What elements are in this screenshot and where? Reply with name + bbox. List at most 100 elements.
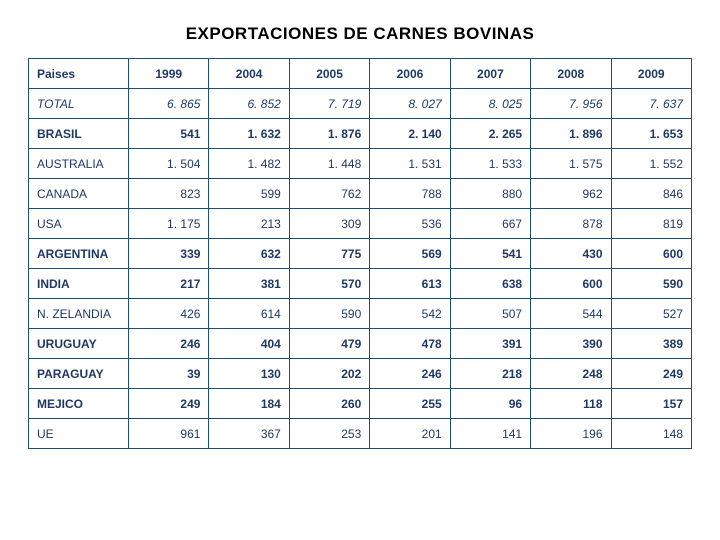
cell-value: 962: [531, 179, 611, 209]
cell-value: 1. 482: [209, 149, 289, 179]
cell-value: 541: [129, 119, 209, 149]
table-row: PARAGUAY39130202246218248249: [29, 359, 692, 389]
table-row: N. ZELANDIA426614590542507544527: [29, 299, 692, 329]
cell-value: 569: [370, 239, 450, 269]
cell-value: 213: [209, 209, 289, 239]
cell-value: 846: [611, 179, 691, 209]
cell-value: 961: [129, 419, 209, 449]
cell-value: 880: [450, 179, 530, 209]
cell-value: 507: [450, 299, 530, 329]
cell-value: 8. 025: [450, 89, 530, 119]
cell-value: 638: [450, 269, 530, 299]
cell-value: 255: [370, 389, 450, 419]
table-row: INDIA217381570613638600590: [29, 269, 692, 299]
table-row: CANADA823599762788880962846: [29, 179, 692, 209]
cell-value: 367: [209, 419, 289, 449]
cell-value: 8. 027: [370, 89, 450, 119]
col-header-year: 2006: [370, 59, 450, 89]
row-label: CANADA: [29, 179, 129, 209]
cell-value: 253: [289, 419, 369, 449]
col-header-year: 1999: [129, 59, 209, 89]
cell-value: 541: [450, 239, 530, 269]
cell-value: 249: [129, 389, 209, 419]
cell-value: 157: [611, 389, 691, 419]
cell-value: 426: [129, 299, 209, 329]
cell-value: 1. 531: [370, 149, 450, 179]
cell-value: 1. 175: [129, 209, 209, 239]
cell-value: 202: [289, 359, 369, 389]
cell-value: 600: [611, 239, 691, 269]
col-header-year: 2007: [450, 59, 530, 89]
cell-value: 7. 956: [531, 89, 611, 119]
cell-value: 613: [370, 269, 450, 299]
cell-value: 527: [611, 299, 691, 329]
cell-value: 339: [129, 239, 209, 269]
cell-value: 1. 533: [450, 149, 530, 179]
cell-value: 201: [370, 419, 450, 449]
cell-value: 260: [289, 389, 369, 419]
cell-value: 614: [209, 299, 289, 329]
cell-value: 2. 140: [370, 119, 450, 149]
cell-value: 309: [289, 209, 369, 239]
cell-value: 536: [370, 209, 450, 239]
cell-value: 544: [531, 299, 611, 329]
col-header-year: 2005: [289, 59, 369, 89]
col-header-label: Paises: [29, 59, 129, 89]
cell-value: 7. 637: [611, 89, 691, 119]
row-label: ARGENTINA: [29, 239, 129, 269]
cell-value: 632: [209, 239, 289, 269]
table-row: USA1. 175213309536667878819: [29, 209, 692, 239]
cell-value: 478: [370, 329, 450, 359]
row-label: TOTAL: [29, 89, 129, 119]
cell-value: 1. 876: [289, 119, 369, 149]
table-header-row: Paises1999200420052006200720082009: [29, 59, 692, 89]
table-row: UE961367253201141196148: [29, 419, 692, 449]
row-label: MEJICO: [29, 389, 129, 419]
cell-value: 1. 653: [611, 119, 691, 149]
cell-value: 542: [370, 299, 450, 329]
cell-value: 1. 575: [531, 149, 611, 179]
row-label: INDIA: [29, 269, 129, 299]
cell-value: 6. 852: [209, 89, 289, 119]
cell-value: 599: [209, 179, 289, 209]
cell-value: 96: [450, 389, 530, 419]
cell-value: 118: [531, 389, 611, 419]
cell-value: 7. 719: [289, 89, 369, 119]
cell-value: 249: [611, 359, 691, 389]
cell-value: 381: [209, 269, 289, 299]
cell-value: 590: [611, 269, 691, 299]
cell-value: 823: [129, 179, 209, 209]
table-row: BRASIL5411. 6321. 8762. 1402. 2651. 8961…: [29, 119, 692, 149]
row-label: USA: [29, 209, 129, 239]
cell-value: 130: [209, 359, 289, 389]
cell-value: 2. 265: [450, 119, 530, 149]
table-row: URUGUAY246404479478391390389: [29, 329, 692, 359]
cell-value: 248: [531, 359, 611, 389]
row-label: AUSTRALIA: [29, 149, 129, 179]
cell-value: 775: [289, 239, 369, 269]
table-row: ARGENTINA339632775569541430600: [29, 239, 692, 269]
col-header-year: 2008: [531, 59, 611, 89]
cell-value: 218: [450, 359, 530, 389]
cell-value: 667: [450, 209, 530, 239]
row-label: URUGUAY: [29, 329, 129, 359]
table-row: MEJICO24918426025596118157: [29, 389, 692, 419]
cell-value: 389: [611, 329, 691, 359]
cell-value: 1. 632: [209, 119, 289, 149]
row-label: UE: [29, 419, 129, 449]
page-title: EXPORTACIONES DE CARNES BOVINAS: [28, 24, 692, 44]
cell-value: 430: [531, 239, 611, 269]
cell-value: 391: [450, 329, 530, 359]
row-label: BRASIL: [29, 119, 129, 149]
cell-value: 404: [209, 329, 289, 359]
cell-value: 217: [129, 269, 209, 299]
cell-value: 196: [531, 419, 611, 449]
cell-value: 148: [611, 419, 691, 449]
cell-value: 479: [289, 329, 369, 359]
col-header-year: 2004: [209, 59, 289, 89]
cell-value: 1. 552: [611, 149, 691, 179]
cell-value: 39: [129, 359, 209, 389]
table-row: AUSTRALIA1. 5041. 4821. 4481. 5311. 5331…: [29, 149, 692, 179]
col-header-year: 2009: [611, 59, 691, 89]
cell-value: 570: [289, 269, 369, 299]
